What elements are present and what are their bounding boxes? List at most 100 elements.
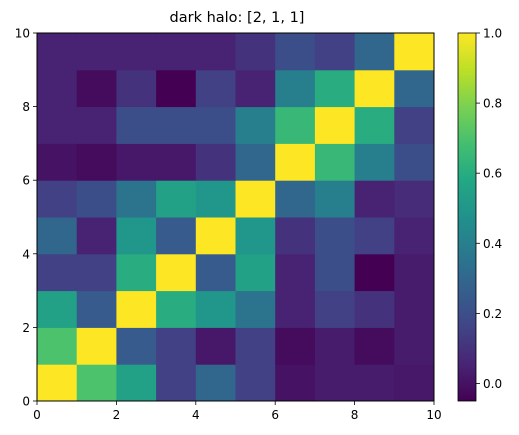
colorbar-tick-label: 1.0: [483, 27, 502, 41]
heatmap-cell: [195, 143, 236, 181]
heatmap-cell: [116, 180, 157, 218]
colorbar-tick-label: 0.2: [483, 307, 502, 321]
x-tick-label: 2: [113, 408, 121, 422]
y-tick-label: 0: [22, 395, 30, 409]
heatmap-cell: [195, 290, 236, 328]
heatmap-cell: [314, 364, 356, 402]
heatmap-cell: [235, 69, 276, 108]
heatmap-cell: [394, 217, 435, 255]
heatmap-cell: [275, 33, 316, 71]
heatmap-cell: [354, 253, 395, 292]
heatmap-cell: [116, 143, 157, 181]
heatmap-cell: [156, 290, 197, 328]
heatmap-cell: [314, 327, 356, 365]
heatmap-cell: [394, 290, 435, 328]
x-axis: 0 2 4 6 8 10: [33, 401, 442, 422]
heatmap-cell: [235, 143, 276, 181]
heatmap-cell: [394, 106, 435, 144]
heatmap-cell: [116, 327, 157, 365]
heatmap-cell: [76, 217, 117, 255]
colorbar-tick-label: 0.8: [483, 97, 502, 111]
heatmap-cell: [275, 217, 316, 255]
y-axis: 0 2 4 6 8 10: [15, 27, 37, 409]
heatmap-cell: [116, 106, 157, 144]
heatmap-cell: [195, 327, 236, 365]
heatmap-cell: [394, 253, 435, 292]
heatmap-cell: [354, 217, 395, 255]
heatmap-cell: [314, 143, 356, 181]
colorbar-tick-label: 0.0: [483, 377, 502, 391]
heatmap-cell: [275, 290, 316, 328]
heatmap-cell: [37, 33, 78, 71]
heatmap-cell: [275, 180, 316, 218]
heatmap-cell: [195, 253, 236, 292]
heatmap-cell: [37, 106, 78, 144]
heatmap-cell: [76, 69, 117, 108]
heatmap-cell: [314, 253, 356, 292]
heatmap-cell: [116, 290, 157, 328]
x-tick-label: 6: [271, 408, 279, 422]
heatmap-cell: [156, 106, 197, 144]
heatmap-cell: [275, 69, 316, 108]
heatmap-cell: [76, 327, 117, 365]
heatmap-cell: [156, 180, 197, 218]
heatmap-cell: [275, 327, 316, 365]
heatmap-cell: [156, 253, 197, 292]
heatmap-cell: [394, 364, 435, 402]
heatmap-cell: [116, 364, 157, 402]
heatmap-cell: [37, 364, 78, 402]
heatmap-cell: [116, 253, 157, 292]
colorbar-tick-label: 0.6: [483, 167, 502, 181]
heatmap-cell: [76, 290, 117, 328]
heatmap-cell: [76, 143, 117, 181]
heatmap-cell: [37, 217, 78, 255]
y-tick-label: 10: [15, 27, 30, 41]
heatmap-cell: [314, 69, 356, 108]
heatmap-cell: [156, 143, 197, 181]
x-tick-label: 4: [192, 408, 200, 422]
heatmap-cell: [37, 180, 78, 218]
heatmap-cell: [235, 290, 276, 328]
heatmap-cell: [354, 290, 395, 328]
heatmap-cell: [314, 33, 356, 71]
heatmap-cell: [195, 69, 236, 108]
heatmap-cell: [156, 364, 197, 402]
heatmap-cell: [235, 217, 276, 255]
heatmap-cell: [195, 180, 236, 218]
heatmap-cell: [394, 33, 435, 71]
x-tick-label: 0: [33, 408, 41, 422]
heatmap-cell: [37, 69, 78, 108]
heatmap-cell: [116, 217, 157, 255]
heatmap-cell: [394, 180, 435, 218]
heatmap-cells: [37, 33, 435, 402]
heatmap-cell: [394, 69, 435, 108]
heatmap-cell: [314, 106, 356, 144]
heatmap-cell: [195, 217, 236, 255]
heatmap-cell: [235, 327, 276, 365]
heatmap-cell: [394, 327, 435, 365]
heatmap-cell: [354, 106, 395, 144]
heatmap-cell: [235, 106, 276, 144]
heatmap-cell: [354, 33, 395, 71]
heatmap-cell: [275, 143, 316, 181]
heatmap-cell: [354, 143, 395, 181]
heatmap-cell: [195, 364, 236, 402]
heatmap-cell: [156, 69, 197, 108]
y-tick-label: 6: [22, 174, 30, 188]
heatmap-cell: [275, 106, 316, 144]
heatmap-cell: [116, 33, 157, 71]
heatmap-cell: [76, 364, 117, 402]
heatmap-cell: [275, 364, 316, 402]
colorbar-tick-label: 0.4: [483, 237, 502, 251]
heatmap-cell: [37, 253, 78, 292]
heatmap-cell: [195, 106, 236, 144]
heatmap-cell: [37, 143, 78, 181]
y-tick-label: 8: [22, 100, 30, 114]
heatmap-cell: [235, 364, 276, 402]
x-tick-label: 10: [426, 408, 441, 422]
chart-title: dark halo: [2, 1, 1]: [170, 10, 305, 26]
heatmap-cell: [116, 69, 157, 108]
x-tick-label: 8: [351, 408, 359, 422]
heatmap-cell: [76, 106, 117, 144]
